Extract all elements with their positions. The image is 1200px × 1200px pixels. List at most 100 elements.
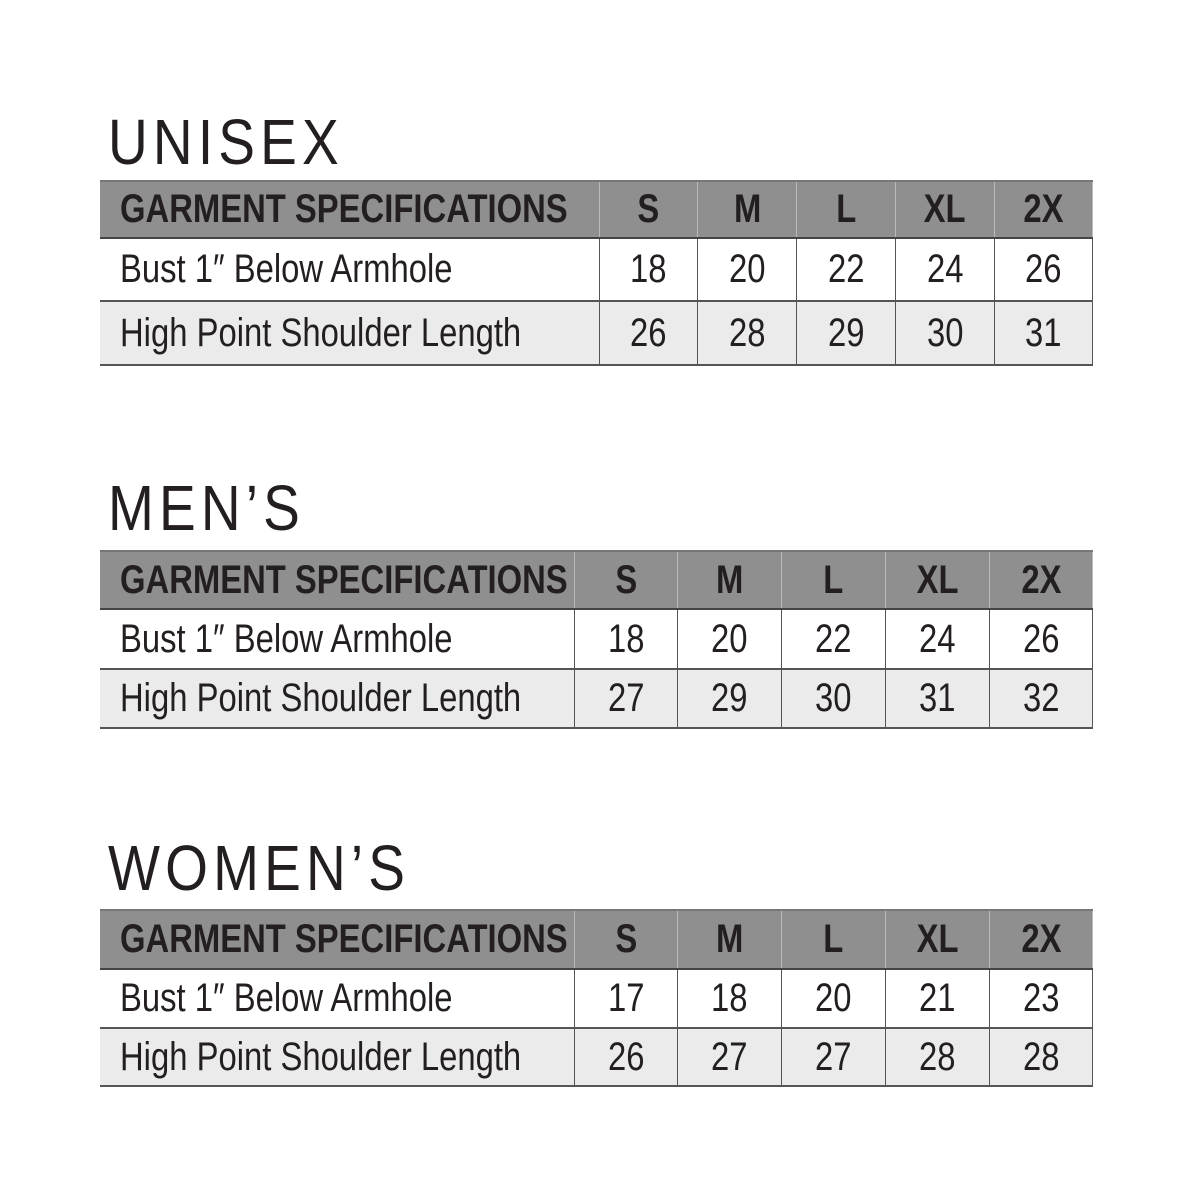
cell-text: High Point Shoulder Length — [120, 310, 522, 355]
header-row: GARMENT SPECIFICATIONS S M L XL 2X — [100, 180, 1094, 239]
column-header-size-xl: XL — [884, 909, 990, 970]
measurement-cell-m: 20 — [697, 238, 798, 302]
column-header-size-xl: XL — [894, 180, 995, 239]
column-header-size-2x: 2X — [988, 550, 1094, 610]
cell-text: 18 — [630, 247, 667, 291]
header-text: L — [835, 187, 857, 231]
header-text: XL — [916, 557, 959, 602]
women-s-section-title: WOMEN’S — [108, 832, 411, 904]
cell-text: 26 — [1025, 247, 1062, 291]
measurement-cell-xl: 30 — [894, 301, 995, 366]
column-header-size-l: L — [796, 180, 896, 239]
column-header-size-s: S — [573, 909, 679, 970]
measurement-cell-2x: 26 — [993, 238, 1094, 302]
header-text: M — [716, 917, 744, 961]
header-text: M — [716, 557, 744, 602]
header-text: M — [733, 187, 761, 231]
table-row-bust-1-below-armhole: Bust 1″ Below Armhole 18 20 22 24 26 — [100, 609, 1094, 670]
unisex-spec-table: GARMENT SPECIFICATIONS S M L XL 2X Bust 1″ Bel… — [100, 180, 1094, 366]
cell-text: 30 — [815, 676, 852, 720]
column-header-size-s: S — [573, 550, 679, 610]
cell-text: 31 — [919, 676, 956, 720]
row-label: Bust 1″ Below Armhole — [100, 969, 575, 1029]
header-text: GARMENT SPECIFICATIONS — [120, 187, 568, 231]
column-header-size-m: M — [677, 550, 783, 610]
cell-text: 28 — [728, 310, 766, 355]
measurement-cell-2x: 31 — [993, 301, 1094, 366]
measurement-cell-l: 22 — [796, 238, 896, 302]
cell-text: 24 — [926, 247, 964, 291]
cell-text: 26 — [630, 310, 667, 355]
header-text: XL — [916, 917, 959, 961]
column-header-size-m: M — [677, 909, 783, 970]
column-header-size-l: L — [781, 550, 886, 610]
measurement-cell-m: 29 — [677, 669, 783, 729]
measurement-cell-l: 30 — [781, 669, 886, 729]
column-header-size-xl: XL — [884, 550, 990, 610]
cell-text: 20 — [728, 247, 766, 291]
column-header-specifications: GARMENT SPECIFICATIONS — [100, 909, 575, 970]
cell-text: 28 — [919, 1034, 956, 1079]
column-header-size-l: L — [781, 909, 886, 970]
cell-text: 18 — [711, 976, 748, 1020]
measurement-cell-xl: 24 — [884, 609, 990, 670]
measurement-cell-l: 29 — [796, 301, 896, 366]
measurement-cell-2x: 32 — [988, 669, 1094, 729]
unisex-section-title: UNISEX — [108, 106, 344, 178]
measurement-cell-xl: 31 — [884, 669, 990, 729]
cell-text: Bust 1″ Below Armhole — [120, 247, 453, 291]
row-label: Bust 1″ Below Armhole — [100, 238, 600, 302]
cell-text: 26 — [1022, 616, 1060, 661]
row-label: High Point Shoulder Length — [100, 301, 600, 366]
header-text: S — [614, 917, 637, 961]
cell-text: 20 — [815, 976, 852, 1020]
measurement-cell-m: 18 — [677, 969, 783, 1029]
measurement-cell-s: 18 — [598, 238, 699, 302]
cell-text: 29 — [711, 676, 748, 720]
header-text: 2X — [1021, 917, 1062, 961]
measurement-cell-s: 26 — [598, 301, 699, 366]
header-row: GARMENT SPECIFICATIONS S M L XL 2X — [100, 550, 1094, 610]
cell-text: 31 — [1025, 310, 1062, 355]
cell-text: 18 — [607, 616, 645, 661]
measurement-cell-s: 17 — [573, 969, 679, 1029]
column-header-size-2x: 2X — [988, 909, 1094, 970]
measurement-cell-s: 26 — [573, 1028, 679, 1087]
table-row-high-point-shoulder-length: High Point Shoulder Length 26 28 29 30 31 — [100, 301, 1094, 366]
measurement-cell-m: 28 — [697, 301, 798, 366]
cell-text: 26 — [607, 1034, 645, 1079]
cell-text: 20 — [711, 616, 748, 661]
measurement-cell-2x: 26 — [988, 609, 1094, 670]
table-row-high-point-shoulder-length: High Point Shoulder Length 26 27 27 28 28 — [100, 1028, 1094, 1087]
header-text: L — [823, 917, 844, 961]
cell-text: 24 — [919, 616, 956, 661]
cell-text: 17 — [607, 976, 645, 1020]
measurement-cell-s: 27 — [573, 669, 679, 729]
cell-text: 27 — [711, 1034, 748, 1079]
header-row: GARMENT SPECIFICATIONS S M L XL 2X — [100, 909, 1094, 970]
cell-text: 32 — [1022, 676, 1060, 720]
cell-text: Bust 1″ Below Armhole — [120, 976, 453, 1020]
column-header-size-m: M — [697, 180, 798, 239]
header-text: GARMENT SPECIFICATIONS — [120, 557, 568, 602]
column-header-size-s: S — [598, 180, 699, 239]
men-s-spec-table: GARMENT SPECIFICATIONS S M L XL 2X Bust 1″ Bel… — [100, 550, 1094, 729]
men-s-section-title: MEN’S — [108, 472, 306, 544]
column-header-specifications: GARMENT SPECIFICATIONS — [100, 180, 600, 239]
cell-text: 27 — [815, 1034, 852, 1079]
measurement-cell-l: 20 — [781, 969, 886, 1029]
header-text: S — [637, 187, 660, 231]
header-text: GARMENT SPECIFICATIONS — [120, 917, 568, 961]
cell-text: 30 — [926, 310, 964, 355]
row-label: High Point Shoulder Length — [100, 1028, 575, 1087]
row-label: High Point Shoulder Length — [100, 669, 575, 729]
cell-text: 29 — [827, 310, 865, 355]
measurement-cell-xl: 24 — [894, 238, 995, 302]
measurement-cell-m: 20 — [677, 609, 783, 670]
column-header-size-2x: 2X — [993, 180, 1094, 239]
cell-text: 28 — [1022, 1034, 1060, 1079]
cell-text: 23 — [1022, 976, 1060, 1020]
header-text: 2X — [1021, 557, 1062, 602]
header-text: 2X — [1023, 187, 1064, 231]
header-text: XL — [923, 187, 966, 231]
